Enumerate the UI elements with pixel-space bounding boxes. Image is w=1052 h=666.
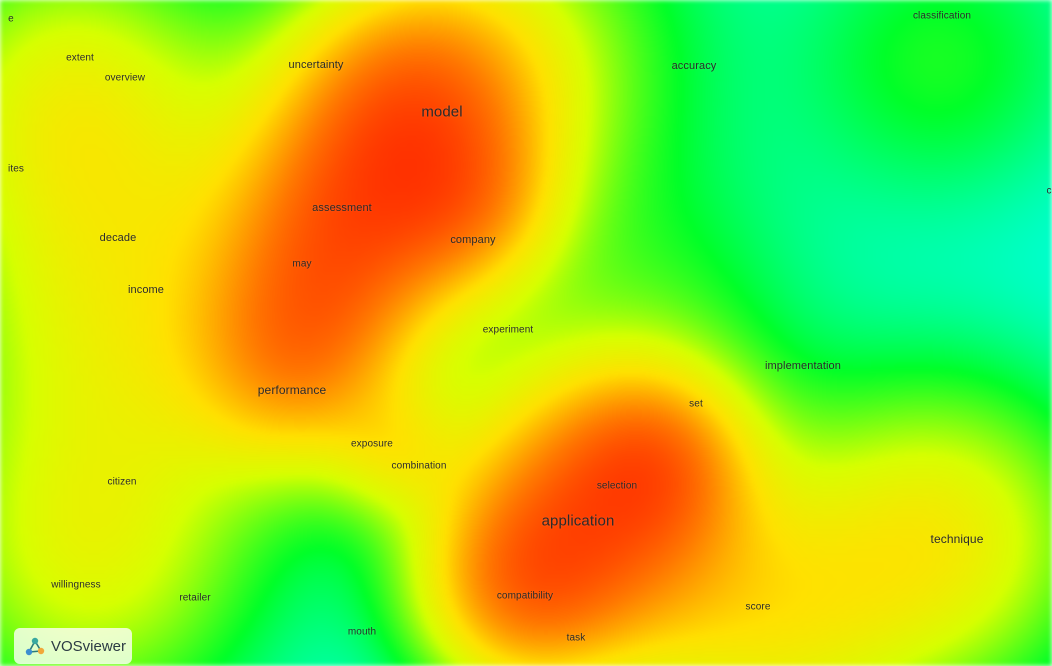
term-e-fragment[interactable]: e [8,13,14,25]
vosviewer-logo-text: VOSviewer [51,637,127,655]
term-experiment[interactable]: experiment [482,324,534,336]
term-selection[interactable]: selection [596,480,638,492]
term-mouth[interactable]: mouth [347,626,377,638]
term-uncertainty[interactable]: uncertainty [288,59,344,71]
term-income[interactable]: income [127,284,165,296]
term-compatibility[interactable]: compatibility [496,590,554,602]
term-willingness[interactable]: willingness [51,579,101,591]
term-task[interactable]: task [566,632,586,644]
term-company[interactable]: company [450,234,496,246]
term-ites-fragment[interactable]: ites [8,163,24,175]
term-exposure[interactable]: exposure [351,438,393,450]
vosviewer-logo: VOSviewer [14,628,132,664]
term-application[interactable]: application [541,512,615,530]
term-performance[interactable]: performance [257,383,327,397]
term-c-fragment[interactable]: c [1046,185,1052,197]
term-classification[interactable]: classification [912,10,972,22]
term-overview[interactable]: overview [104,72,146,84]
term-retailer[interactable]: retailer [179,592,211,604]
term-set[interactable]: set [689,398,703,410]
term-may[interactable]: may [292,258,312,270]
vosviewer-logo-icon [25,637,45,656]
term-score[interactable]: score [745,601,771,613]
term-decade[interactable]: decade [99,232,137,244]
term-citizen[interactable]: citizen [107,476,137,488]
term-combination[interactable]: combination [391,460,447,472]
term-assessment[interactable]: assessment [312,202,372,214]
term-accuracy[interactable]: accuracy [671,60,717,72]
term-implementation[interactable]: implementation [765,360,841,372]
term-technique[interactable]: technique [930,532,984,546]
term-extent[interactable]: extent [66,52,94,64]
term-model[interactable]: model [421,103,463,121]
